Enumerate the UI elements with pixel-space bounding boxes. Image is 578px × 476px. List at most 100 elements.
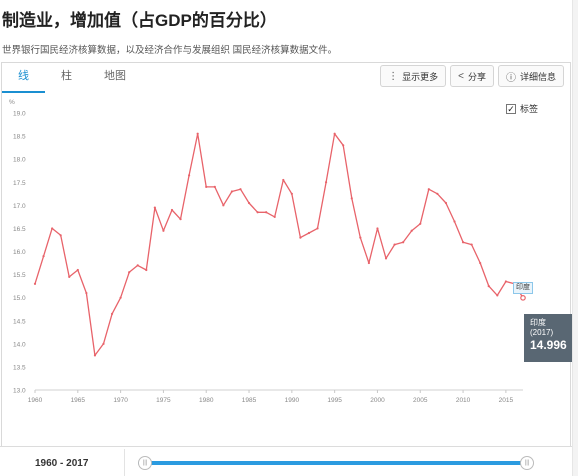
data-point[interactable] (290, 192, 293, 195)
data-point[interactable] (367, 261, 370, 265)
data-point[interactable] (427, 188, 430, 191)
data-point[interactable] (393, 243, 396, 246)
data-point[interactable] (273, 215, 276, 218)
data-point[interactable] (205, 185, 208, 188)
y-axis-unit-label: % (9, 99, 15, 106)
x-tick-label: 1990 (285, 397, 300, 404)
data-point[interactable] (102, 342, 105, 345)
data-point[interactable] (496, 294, 499, 297)
data-point[interactable] (504, 280, 507, 283)
label-toggle-text: 标签 (519, 104, 538, 114)
tooltip-value: 14.996 (530, 338, 567, 352)
highlighted-data-point[interactable] (520, 295, 526, 301)
data-point[interactable] (136, 264, 139, 267)
tab-map[interactable]: 地图 (104, 70, 126, 82)
series-end-label: 印度 (513, 282, 533, 294)
page-scrollbar[interactable] (572, 0, 578, 476)
label-checkbox[interactable]: ✓ (505, 103, 516, 114)
details-label: 详细信息 (519, 71, 556, 82)
data-point[interactable] (33, 282, 37, 285)
chart-tooltip: 印度 (2017) 14.996 (524, 314, 576, 362)
data-point[interactable] (145, 268, 148, 272)
tooltip-series-name: 印度 (530, 318, 546, 327)
year-range-slider[interactable] (138, 461, 532, 465)
data-point[interactable] (93, 354, 97, 357)
x-tick-label: 1980 (199, 397, 214, 404)
y-tick-label: 15.0 (13, 295, 26, 302)
x-tick-label: 1995 (327, 397, 342, 404)
data-point[interactable] (342, 144, 345, 147)
data-point[interactable] (461, 241, 465, 244)
info-icon: ⓘ (505, 72, 516, 84)
data-point[interactable] (410, 229, 413, 232)
show-more-button[interactable]: ⋮ 显示更多 (380, 65, 447, 87)
data-point[interactable] (110, 312, 114, 315)
x-tick-label: 1975 (156, 397, 171, 404)
data-point[interactable] (222, 204, 225, 207)
slider-divider (124, 449, 125, 476)
data-point[interactable] (153, 206, 156, 209)
data-point[interactable] (419, 222, 422, 225)
data-point[interactable] (307, 231, 311, 235)
year-range-label: 1960 - 2017 (35, 458, 89, 469)
data-point[interactable] (42, 255, 45, 258)
series-line[interactable] (34, 133, 524, 357)
data-point[interactable] (59, 234, 62, 237)
data-point[interactable] (162, 229, 165, 232)
range-start-handle[interactable]: ||| (138, 456, 152, 470)
x-tick-label: 2000 (370, 397, 385, 404)
data-point[interactable] (239, 188, 242, 191)
y-tick-label: 14.0 (13, 341, 26, 348)
data-point[interactable] (119, 296, 122, 299)
data-point[interactable] (324, 181, 328, 184)
data-point[interactable] (470, 243, 473, 246)
y-tick-label: 17.0 (13, 203, 26, 210)
tooltip-year: (2017) (530, 328, 554, 337)
data-point[interactable] (376, 227, 379, 230)
range-end-handle[interactable]: ||| (520, 456, 534, 470)
data-point[interactable] (85, 291, 88, 295)
data-point[interactable] (170, 208, 174, 212)
data-point[interactable] (51, 227, 54, 230)
y-tick-label: 18.5 (13, 134, 26, 141)
details-button[interactable]: ⓘ 详细信息 (497, 65, 564, 87)
data-point[interactable] (299, 236, 302, 239)
data-point[interactable] (213, 185, 216, 188)
y-tick-label: 16.0 (13, 249, 26, 256)
data-point[interactable] (350, 197, 353, 200)
data-point[interactable] (196, 132, 199, 135)
y-tick-label: 14.5 (13, 318, 26, 325)
data-point[interactable] (179, 218, 182, 221)
data-point[interactable] (256, 211, 259, 214)
data-point[interactable] (384, 257, 388, 260)
data-point[interactable] (128, 271, 131, 274)
y-tick-label: 19.0 (13, 111, 26, 118)
share-button[interactable]: < 分享 (450, 65, 494, 87)
data-point[interactable] (265, 211, 268, 214)
tab-line[interactable]: 线 (2, 63, 45, 93)
data-point[interactable] (402, 241, 405, 244)
data-point[interactable] (247, 201, 251, 205)
page-title: 制造业，增加值（占GDP的百分比） (2, 11, 277, 30)
share-label: 分享 (467, 71, 486, 82)
label-toggle[interactable]: ✓ 标签 (505, 102, 538, 115)
y-tick-label: 16.5 (13, 226, 26, 233)
x-tick-label: 1965 (71, 397, 86, 404)
data-point[interactable] (333, 132, 336, 135)
data-point[interactable] (282, 178, 285, 182)
data-point[interactable] (444, 201, 448, 205)
data-point[interactable] (68, 275, 71, 278)
x-tick-label: 1985 (242, 397, 257, 404)
data-point[interactable] (453, 220, 456, 223)
source-line: 世界银行国民经济核算数据，以及经济合作与发展组织 国民经济核算数据文件。 (2, 45, 338, 56)
tab-bar[interactable]: 柱 (61, 70, 72, 82)
data-point[interactable] (76, 268, 79, 272)
data-point[interactable] (436, 192, 439, 195)
data-point[interactable] (479, 261, 482, 265)
data-point[interactable] (188, 174, 191, 177)
data-point[interactable] (359, 236, 362, 239)
data-point[interactable] (487, 285, 490, 288)
data-point[interactable] (316, 227, 319, 230)
data-point[interactable] (230, 190, 234, 193)
